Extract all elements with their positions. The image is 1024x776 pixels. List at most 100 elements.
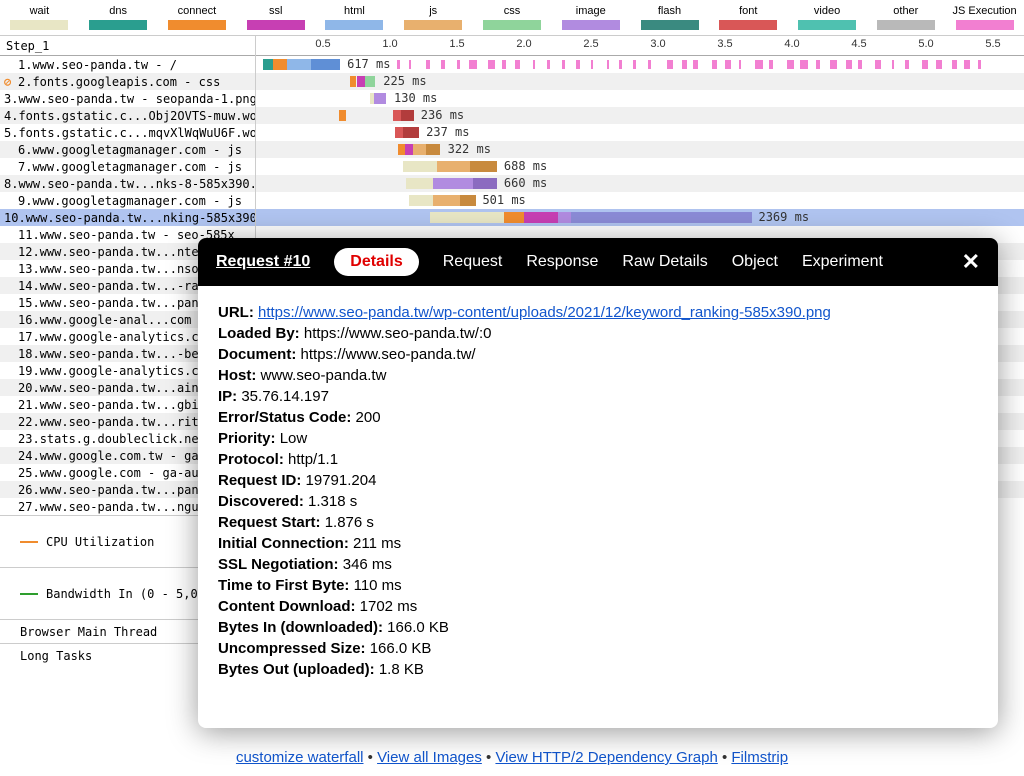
legend-item-html[interactable]: html bbox=[315, 0, 394, 35]
request-row[interactable]: 3. www.seo-panda.tw - seopanda-1.png bbox=[0, 90, 255, 107]
timing-segment bbox=[311, 59, 340, 70]
field-value: 1.876 s bbox=[325, 514, 374, 531]
bar-row[interactable]: 225 ms bbox=[256, 73, 1024, 90]
row-number: 16. bbox=[18, 313, 40, 327]
row-label: www.googletagmanager.com - js bbox=[32, 143, 242, 157]
ruler-tick: 4.0 bbox=[784, 38, 799, 50]
legend-label: JS Execution bbox=[952, 5, 1016, 17]
legend-label: dns bbox=[109, 5, 127, 17]
timing-segment bbox=[524, 212, 558, 223]
tab-response[interactable]: Response bbox=[526, 253, 598, 271]
request-row[interactable]: 5. fonts.gstatic.c...mqvXlWqWuU6F.woff2 bbox=[0, 124, 255, 141]
row-number: 8. bbox=[4, 177, 18, 191]
bar-time-label: 237 ms bbox=[426, 125, 469, 139]
request-row[interactable]: 7. www.googletagmanager.com - js bbox=[0, 158, 255, 175]
timing-segment bbox=[403, 161, 437, 172]
footer-link-filmstrip[interactable]: Filmstrip bbox=[731, 749, 788, 766]
time-ruler: 0.51.01.52.02.53.03.54.04.55.05.5 bbox=[256, 36, 1024, 56]
request-url-link[interactable]: https://www.seo-panda.tw/wp-content/uplo… bbox=[258, 304, 831, 321]
legend-label: ssl bbox=[269, 5, 282, 17]
js-execution-strip bbox=[393, 56, 996, 73]
tab-raw-details[interactable]: Raw Details bbox=[622, 253, 707, 271]
metric-line-icon bbox=[20, 541, 38, 543]
tab-details[interactable]: Details bbox=[334, 248, 418, 276]
legend-item-flash[interactable]: flash bbox=[630, 0, 709, 35]
field-value: Low bbox=[280, 430, 308, 447]
timing-segment bbox=[571, 212, 752, 223]
legend-label: flash bbox=[658, 5, 681, 17]
request-row[interactable]: ⊘2. fonts.googleapis.com - css bbox=[0, 73, 255, 90]
request-row[interactable]: 4. fonts.gstatic.c...Obj2OVTS-muw.woff2 bbox=[0, 107, 255, 124]
legend-item-other[interactable]: other bbox=[866, 0, 945, 35]
bar-row[interactable]: 236 ms bbox=[256, 107, 1024, 124]
legend-swatch bbox=[562, 20, 620, 30]
legend-item-css[interactable]: css bbox=[473, 0, 552, 35]
timing-segment bbox=[273, 59, 286, 70]
legend-swatch bbox=[641, 20, 699, 30]
legend-item-image[interactable]: image bbox=[551, 0, 630, 35]
timing-segment bbox=[393, 110, 401, 121]
bar-row[interactable]: 501 ms bbox=[256, 192, 1024, 209]
legend-item-ssl[interactable]: ssl bbox=[236, 0, 315, 35]
bar-row[interactable]: 688 ms bbox=[256, 158, 1024, 175]
bar-row[interactable]: 130 ms bbox=[256, 90, 1024, 107]
request-row[interactable]: 9. www.googletagmanager.com - js bbox=[0, 192, 255, 209]
timing-segment bbox=[430, 212, 504, 223]
legend-item-js[interactable]: js bbox=[394, 0, 473, 35]
bar-time-label: 225 ms bbox=[383, 74, 426, 88]
timing-segment bbox=[365, 76, 376, 87]
field-label: SSL Negotiation: bbox=[218, 556, 339, 573]
row-number: 6. bbox=[18, 143, 32, 157]
bar-row[interactable]: 660 ms bbox=[256, 175, 1024, 192]
field-value: 1.318 s bbox=[308, 493, 357, 510]
ruler-tick: 5.0 bbox=[918, 38, 933, 50]
request-row[interactable]: 8. www.seo-panda.tw...nks-8-585x390.png bbox=[0, 175, 255, 192]
legend-item-font[interactable]: font bbox=[709, 0, 788, 35]
footer-link-view-http-2-dependency-graph[interactable]: View HTTP/2 Dependency Graph bbox=[495, 749, 717, 766]
legend-label: video bbox=[814, 5, 840, 17]
legend-item-video[interactable]: video bbox=[788, 0, 867, 35]
legend-item-connect[interactable]: connect bbox=[158, 0, 237, 35]
tab-request[interactable]: Request bbox=[443, 253, 503, 271]
legend-item-wait[interactable]: wait bbox=[0, 0, 79, 35]
field-label: Time to First Byte: bbox=[218, 577, 349, 594]
footer-link-view-all-images[interactable]: View all Images bbox=[377, 749, 482, 766]
legend-swatch bbox=[404, 20, 462, 30]
link-separator: • bbox=[718, 749, 732, 766]
bar-row[interactable]: 2369 ms bbox=[256, 209, 1024, 226]
request-row[interactable]: 6. www.googletagmanager.com - js bbox=[0, 141, 255, 158]
field-label: Loaded By: bbox=[218, 325, 300, 342]
row-number: 21. bbox=[18, 398, 40, 412]
close-icon[interactable]: ✕ bbox=[962, 249, 980, 275]
legend-label: connect bbox=[178, 5, 217, 17]
request-row[interactable]: 1. www.seo-panda.tw - / bbox=[0, 56, 255, 73]
tab-object[interactable]: Object bbox=[732, 253, 778, 271]
legend-label: html bbox=[344, 5, 365, 17]
tab-experiment[interactable]: Experiment bbox=[802, 253, 883, 271]
ruler-tick: 0.5 bbox=[315, 38, 330, 50]
row-label: www.googletagmanager.com - js bbox=[32, 160, 242, 174]
row-number: 19. bbox=[18, 364, 40, 378]
field-label: Error/Status Code: bbox=[218, 409, 351, 426]
dialog-header: Request #10 DetailsRequestResponseRaw De… bbox=[198, 238, 998, 286]
row-label: www.seo-panda.tw - / bbox=[32, 58, 177, 72]
row-number: 25. bbox=[18, 466, 40, 480]
ruler-tick: 3.5 bbox=[717, 38, 732, 50]
request-row[interactable]: 10. www.seo-panda.tw...nking-585x390.png bbox=[0, 209, 255, 226]
bar-time-label: 688 ms bbox=[504, 159, 547, 173]
bar-row[interactable]: 322 ms bbox=[256, 141, 1024, 158]
row-number: 12. bbox=[18, 245, 40, 259]
field-value: http/1.1 bbox=[288, 451, 338, 468]
legend-item-dns[interactable]: dns bbox=[79, 0, 158, 35]
metric-line-icon bbox=[20, 593, 38, 595]
footer-link-customize-waterfall[interactable]: customize waterfall bbox=[236, 749, 364, 766]
bar-row[interactable]: 237 ms bbox=[256, 124, 1024, 141]
timing-segment bbox=[357, 76, 365, 87]
field-label: URL: bbox=[218, 304, 254, 321]
field-label: Bytes Out (uploaded): bbox=[218, 661, 375, 678]
extra-label: CPU Utilization bbox=[46, 535, 154, 549]
link-separator: • bbox=[482, 749, 496, 766]
timing-segment bbox=[287, 59, 311, 70]
legend-item-js-execution[interactable]: JS Execution bbox=[945, 0, 1024, 35]
timing-segment bbox=[409, 195, 433, 206]
